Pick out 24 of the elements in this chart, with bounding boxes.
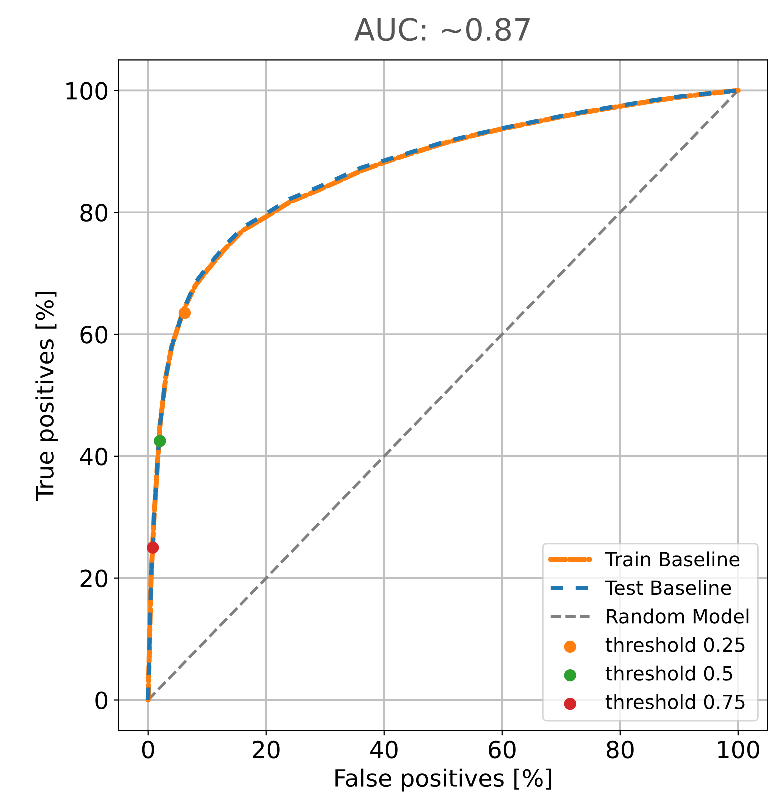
y-tick-label: 0: [96, 692, 108, 710]
legend-label: Random Model: [607, 608, 749, 624]
y-tick-label: 20: [80, 570, 108, 588]
chart-title: AUC: ~0.87: [354, 18, 530, 42]
x-axis-title: False positives [%]: [336, 768, 552, 792]
x-tick-label: 100: [718, 740, 760, 759]
legend-label: Train Baseline: [605, 552, 740, 567]
y-tick-label: 40: [80, 448, 108, 466]
legend-label: threshold 0.5: [606, 666, 732, 681]
y-tick-label: 60: [80, 326, 108, 344]
point: [147, 542, 160, 554]
y-tick-label: 80: [80, 204, 108, 222]
x-tick-label: 80: [606, 740, 634, 759]
legend-label: threshold 0.75: [606, 694, 745, 710]
point: [178, 307, 192, 320]
y-axis-title: True positives [%]: [36, 292, 59, 502]
legend-label: Test Baseline: [605, 580, 732, 596]
x-tick-label: 0: [142, 740, 154, 759]
y-tick-label: 100: [66, 82, 108, 100]
point: [154, 435, 166, 448]
x-tick-label: 60: [489, 740, 516, 759]
legend-label: threshold 0.25: [606, 637, 745, 652]
x-tick-label: 20: [253, 740, 280, 759]
x-tick-label: 40: [370, 740, 398, 759]
